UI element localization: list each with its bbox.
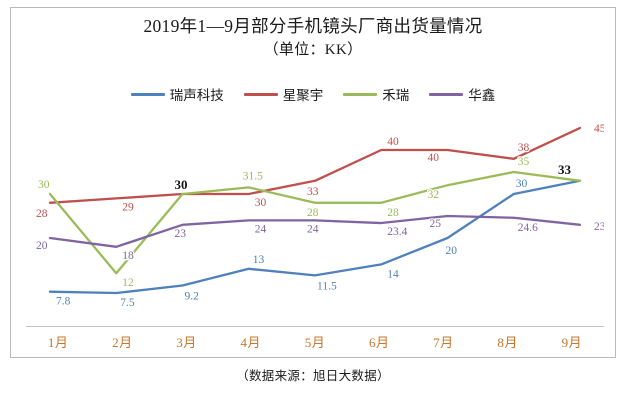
x-tick-1: 1月	[47, 335, 69, 350]
data-label-星聚宇-9月: 45	[594, 123, 604, 135]
legend-swatch-hrui	[343, 92, 378, 96]
line-chart-svg: 7.8 7.5 9.2 13 11.5 14 20 30 28 29 30 33 40 40 38 45 30 1…	[35, 122, 604, 311]
x-tick-3: 3月	[176, 335, 197, 350]
legend-item-0: 瑞声科技	[130, 84, 224, 104]
series-line-华鑫	[48, 214, 582, 248]
data-label-瑞声科技-3月: 9.2	[185, 291, 200, 303]
chart-legend: 瑞声科技 星聚宇 禾瑞 华鑫	[10, 84, 616, 104]
data-label-瑞声科技-1月: 7.8	[56, 296, 71, 308]
data-label-星聚宇-2月: 29	[122, 201, 134, 213]
data-label-瑞声科技-2月: 7.5	[120, 297, 135, 309]
x-tick-5: 5月	[304, 335, 326, 350]
data-label-星聚宇-6月: 40	[387, 136, 399, 148]
data-label-星聚宇-8月: 38	[518, 142, 530, 154]
data-label-禾瑞-3月: 30	[175, 177, 188, 192]
x-tick-4: 4月	[240, 335, 262, 350]
data-label-禾瑞-1月: 30	[38, 179, 50, 191]
legend-label-2: 禾瑞	[382, 88, 410, 103]
page-title: 2019年1—9月部分手机镜头厂商出货量情况	[143, 16, 483, 36]
series-line-瑞声科技	[48, 179, 582, 295]
data-label-华鑫-9月: 23	[594, 221, 604, 233]
legend-item-3: 华鑫	[429, 84, 495, 104]
chart-subtitle-unit: （单位：KK）	[263, 42, 363, 58]
data-label-华鑫-2月: 18	[122, 250, 134, 262]
data-label-禾瑞-4月: 31.5	[243, 170, 263, 182]
data-label-瑞声科技-6月: 14	[387, 268, 399, 280]
data-label-瑞声科技-8月: 30	[516, 178, 528, 190]
chart-plot-area: 7.8 7.5 9.2 13 11.5 14 20 30 28 29 30 33 40 40 38 45 30 1…	[26, 106, 604, 326]
data-label-华鑫-8月: 24.6	[518, 222, 538, 234]
data-label-星聚宇-1月: 28	[36, 208, 48, 220]
legend-item-1: 星聚宇	[243, 84, 324, 104]
chart-frame	[10, 7, 616, 358]
data-label-瑞声科技-7月: 20	[446, 245, 458, 257]
data-label-禾瑞-2月: 12	[122, 277, 134, 289]
legend-label-0: 瑞声科技	[169, 88, 224, 103]
x-tick-8: 8月	[497, 335, 518, 350]
data-source-note: （数据来源：旭日大数据）	[236, 369, 390, 383]
data-label-禾瑞-6月: 28	[387, 207, 399, 219]
x-tick-6: 6月	[368, 335, 390, 350]
data-label-星聚宇-5月: 33	[307, 186, 319, 198]
series-line-禾瑞	[48, 170, 582, 275]
data-label-禾瑞-8月: 35	[518, 156, 530, 168]
data-label-禾瑞-7月: 32	[428, 189, 440, 201]
x-tick-2: 2月	[112, 335, 133, 350]
data-label-华鑫-7月: 25	[430, 218, 442, 230]
legend-label-1: 星聚宇	[282, 88, 324, 103]
legend-label-3: 华鑫	[468, 88, 496, 103]
x-tick-9: 9月	[561, 335, 583, 350]
legend-swatch-ruisheng	[130, 92, 165, 96]
x-tick-7: 7月	[433, 335, 454, 350]
data-label-禾瑞-9月: 33	[558, 162, 572, 177]
legend-item-2: 禾瑞	[343, 84, 409, 104]
data-label-星聚宇-7月: 40	[428, 152, 440, 164]
series-line-星聚宇	[48, 126, 582, 204]
data-label-华鑫-6月: 23.4	[387, 226, 407, 238]
legend-swatch-huaxin	[429, 92, 464, 96]
data-label-瑞声科技-4月: 13	[253, 254, 265, 266]
x-axis-line	[26, 326, 604, 327]
chart-title-block: 2019年1—9月部分手机镜头厂商出货量情况 （单位：KK）	[10, 14, 616, 62]
data-label-禾瑞-5月: 28	[307, 207, 319, 219]
data-label-瑞声科技-5月: 11.5	[317, 280, 337, 292]
data-label-华鑫-4月: 24	[255, 223, 267, 235]
legend-swatch-xingjuyu	[243, 92, 278, 96]
data-label-华鑫-1月: 20	[36, 240, 48, 252]
data-label-华鑫-5月: 24	[307, 223, 319, 235]
data-label-星聚宇-4月: 30	[255, 197, 267, 209]
data-label-华鑫-3月: 23	[175, 228, 187, 240]
x-axis-tick-labels: 1月 2月 3月 4月 5月 6月 7月 8月 9月	[26, 332, 604, 356]
